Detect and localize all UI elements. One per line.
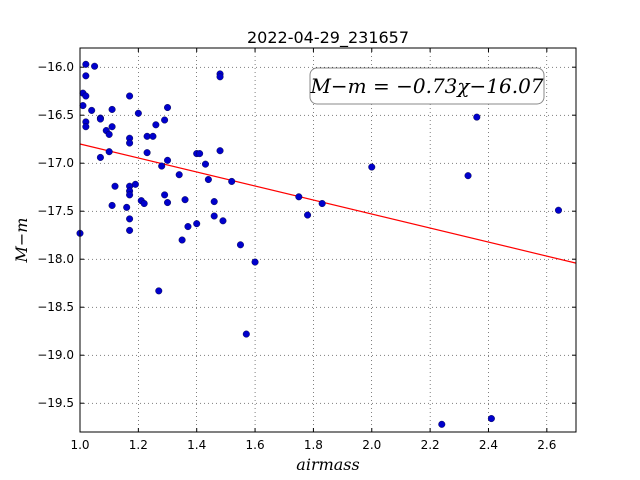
data-point [164,199,172,207]
data-point [251,258,259,266]
data-point [134,109,142,117]
data-point [140,200,148,208]
data-point [143,149,151,157]
y-tick-label: −18.5 [37,300,74,314]
x-tick-label: 2.6 [537,438,556,452]
equation-annotation: M−m = −0.73χ−16.07 [309,67,545,105]
data-point [82,72,90,80]
data-point [193,220,201,228]
x-tick-label: 1.0 [70,438,89,452]
data-point [368,163,376,171]
data-point [126,92,134,100]
data-point [152,121,160,129]
data-point [155,287,163,295]
data-point [108,105,116,113]
data-point [228,177,236,185]
data-point [79,102,87,110]
data-point [181,196,189,204]
data-point [318,200,326,208]
data-point [216,147,224,155]
y-tick-label: −16.0 [37,60,74,74]
x-axis-label: airmass [296,455,359,474]
y-tick-label: −18.0 [37,252,74,266]
data-points [76,60,562,428]
data-point [96,115,104,123]
data-point [108,201,116,209]
y-tick-label: −19.5 [37,396,74,410]
data-point [164,156,172,164]
data-point [196,150,204,158]
y-axis-label: M−m [12,218,31,264]
data-point [201,160,209,168]
y-tick-label: −17.0 [37,156,74,170]
data-point [88,106,96,114]
data-point [175,171,183,179]
equation-text: M−m = −0.73χ−16.07 [309,74,543,98]
equation-box [309,67,545,105]
data-point [184,223,192,231]
x-tick-label: 1.6 [246,438,265,452]
data-point [161,116,169,124]
data-point [236,241,244,249]
data-point [126,226,134,234]
data-point [464,172,472,180]
data-point [158,162,166,170]
plot-area-frame [79,47,577,433]
data-point [210,198,218,206]
data-point [96,153,104,161]
x-tick-label: 2.4 [479,438,498,452]
y-tick-label: −16.5 [37,108,74,122]
x-tick-label: 2.2 [421,438,440,452]
data-point [91,62,99,70]
data-point [161,191,169,199]
x-tick-label: 1.4 [187,438,206,452]
data-point [219,217,227,225]
data-point [105,148,113,156]
x-axis: 1.0 1.2 1.4 1.6 1.8 2.0 2.2 2.4 2.6 [70,48,556,452]
data-point [210,212,218,220]
data-point [242,330,250,338]
data-point [487,415,495,423]
x-tick-label: 2.0 [362,438,381,452]
y-axis: −16.0 −16.5 −17.0 −17.5 −18.0 −18.5 −19.0 −19.5 [37,60,576,410]
data-point [131,180,139,188]
y-tick-label: −19.0 [37,348,74,362]
data-point [438,420,446,428]
data-point [82,92,90,100]
data-point [473,113,481,121]
data-point [82,123,90,131]
data-point [204,176,212,184]
grid [79,48,576,432]
data-point [304,211,312,219]
chart-title: 2022-04-29_231657 [247,28,409,48]
data-point [164,104,172,112]
data-point [143,132,151,140]
data-point [178,236,186,244]
y-tick-label: −17.5 [37,204,74,218]
x-tick-label: 1.2 [129,438,148,452]
data-point [108,123,116,131]
data-point [295,193,303,201]
data-point [126,139,134,147]
data-point [123,203,131,211]
data-point [105,130,113,138]
data-point [126,191,134,199]
data-point [126,215,134,223]
data-point [216,73,224,81]
data-point [82,60,90,68]
data-point [554,206,562,214]
data-point [149,132,157,140]
data-point [111,182,119,190]
x-tick-label: 1.8 [304,438,323,452]
